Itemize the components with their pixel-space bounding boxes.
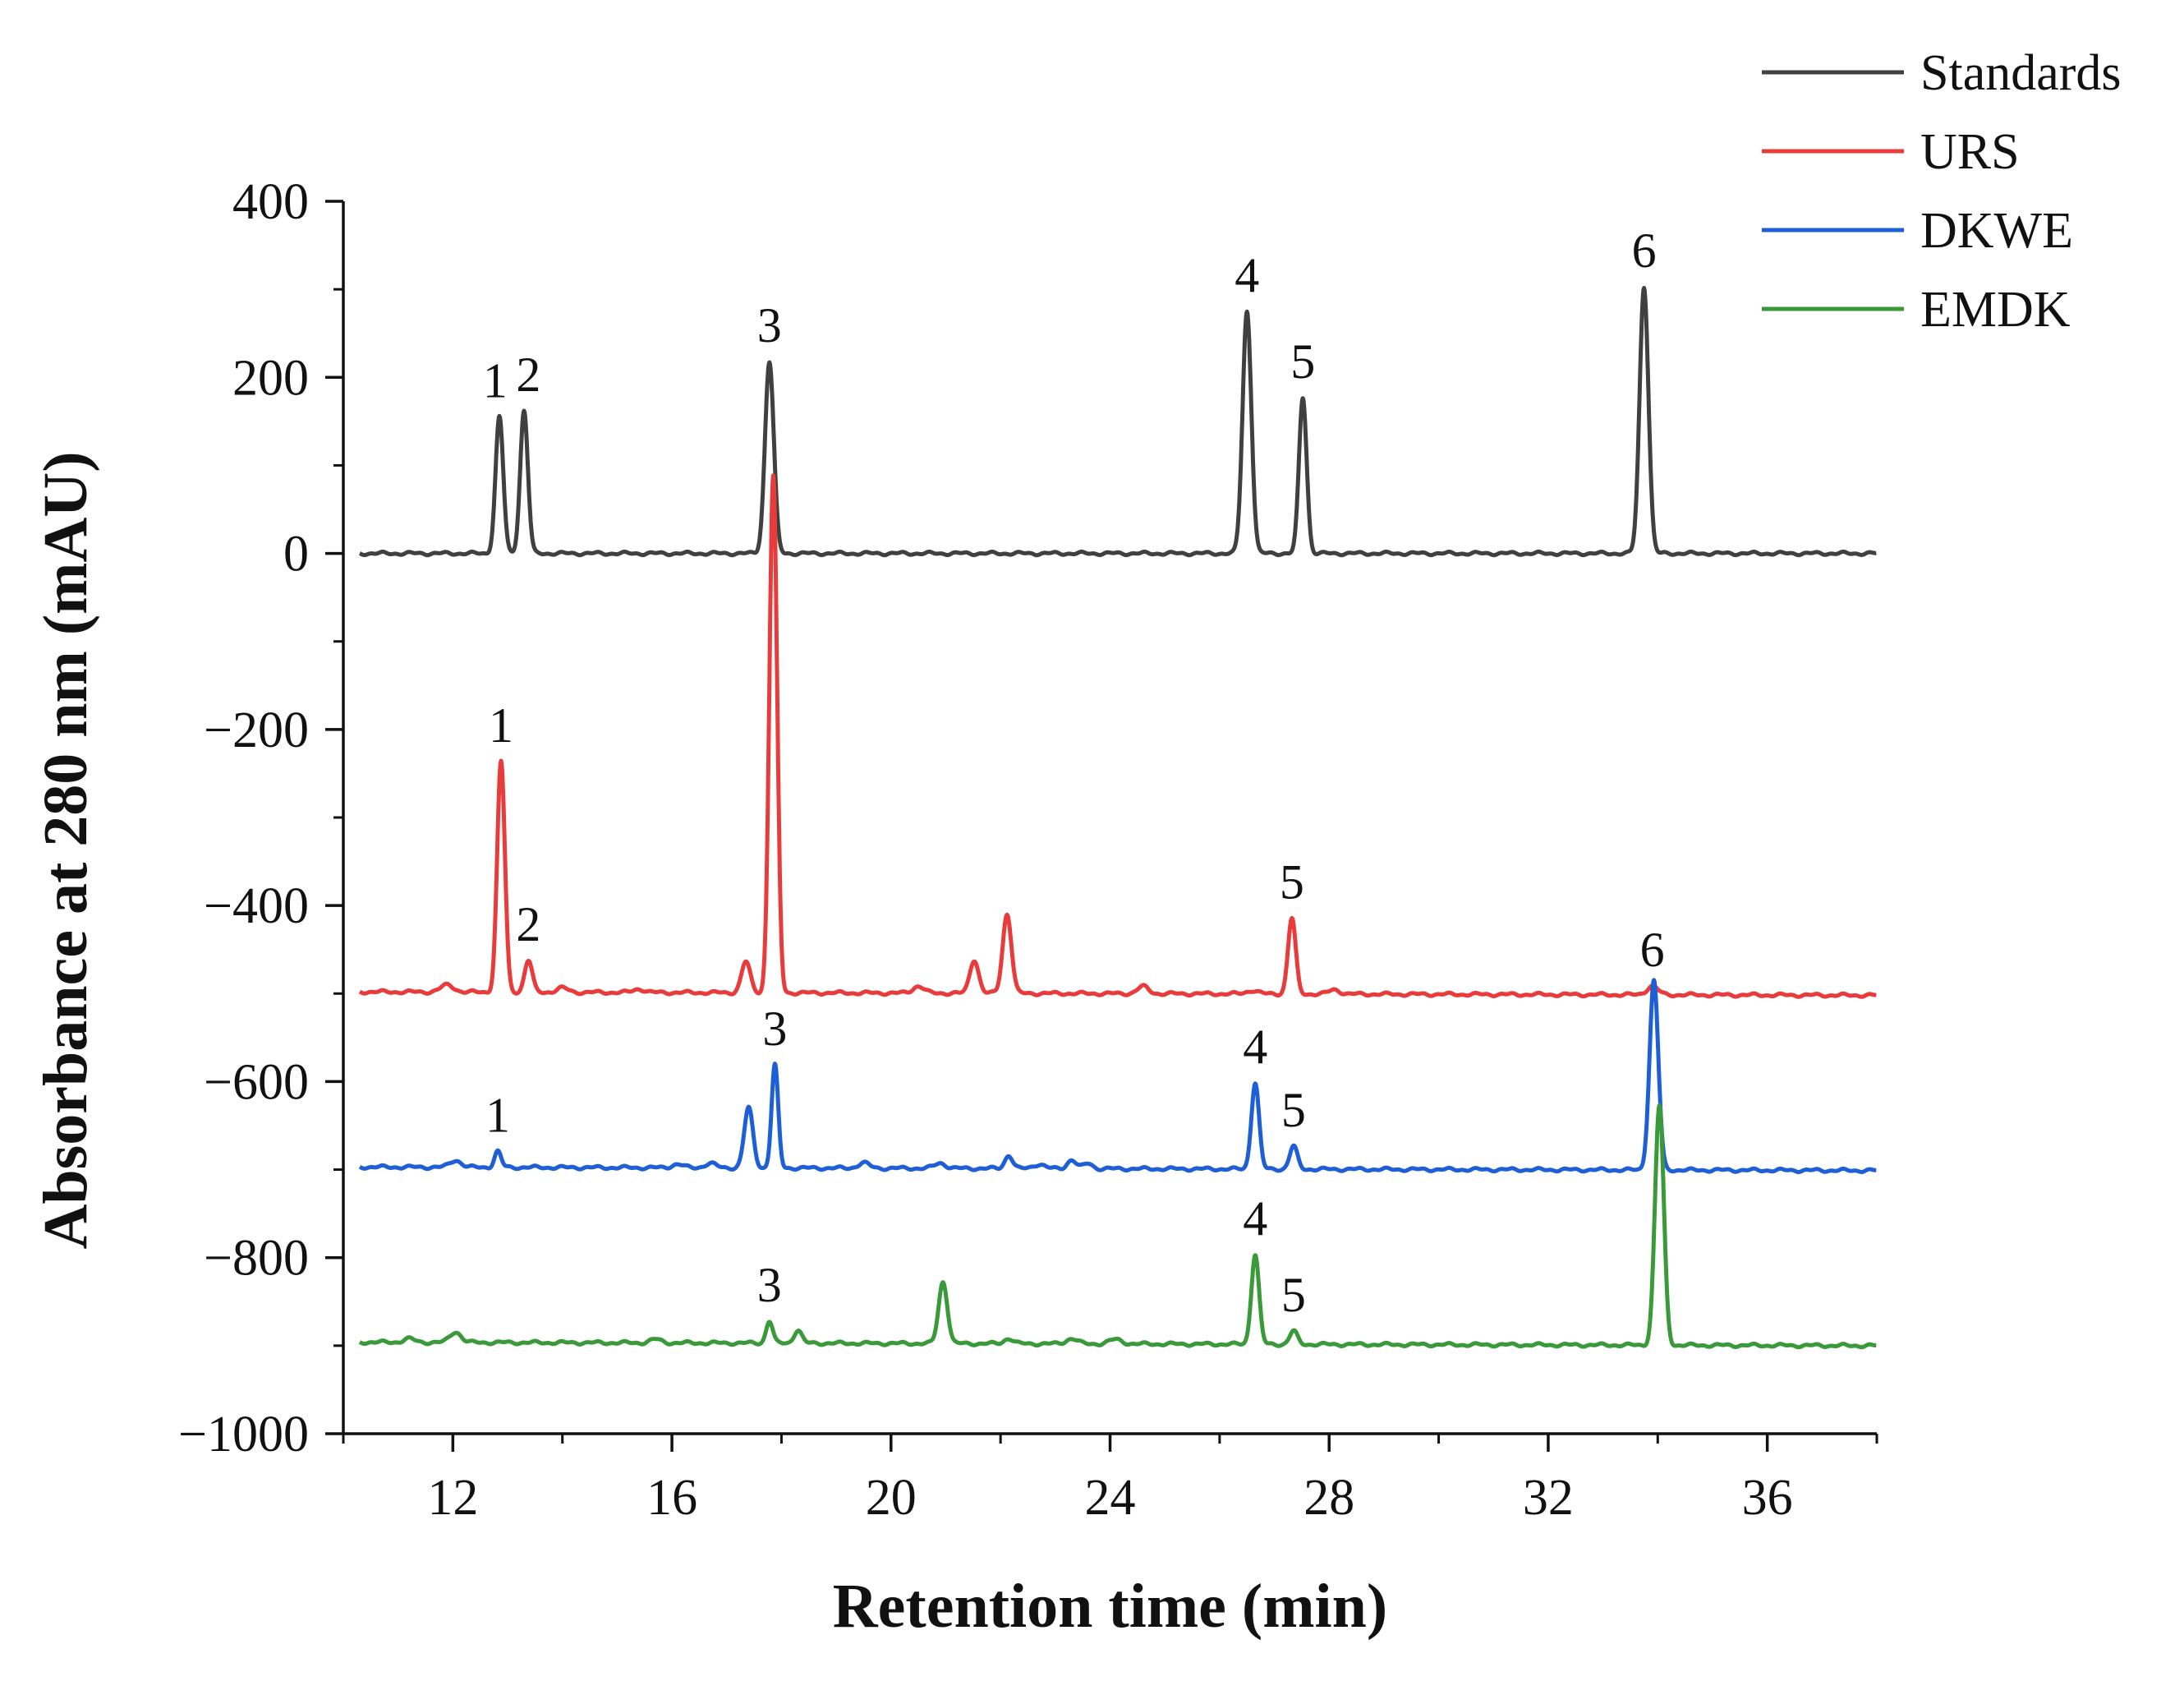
peak-label: 1 bbox=[485, 1089, 510, 1143]
x-ticks: 12 16 20 24 28 32 36 bbox=[342, 1434, 1878, 1526]
peak-label: 5 bbox=[1281, 1083, 1306, 1137]
y-tick-label: 400 bbox=[232, 174, 309, 230]
y-ticks: 400 200 0 −200 −400 −600 −800 −1000 bbox=[178, 174, 343, 1462]
x-tick-label: 24 bbox=[1085, 1470, 1136, 1526]
peak-label: 3 bbox=[757, 1258, 782, 1312]
y-tick-label: −600 bbox=[204, 1054, 309, 1110]
peak-label: 1 bbox=[483, 354, 508, 408]
y-tick-label: −200 bbox=[204, 702, 309, 758]
y-tick-label: 200 bbox=[232, 350, 309, 406]
y-tick-label: −1000 bbox=[178, 1407, 309, 1462]
legend: Standards URS DKWE EMDK bbox=[1762, 45, 2122, 338]
peak-label: 4 bbox=[1235, 248, 1259, 302]
x-tick-label: 28 bbox=[1304, 1470, 1354, 1526]
y-tick-label: −400 bbox=[204, 878, 309, 934]
x-tick-label: 16 bbox=[646, 1470, 697, 1526]
legend-label: Standards bbox=[1920, 45, 2122, 101]
y-tick-label: −800 bbox=[204, 1231, 309, 1287]
legend-label: DKWE bbox=[1920, 203, 2073, 259]
peak-label: 4 bbox=[1243, 1020, 1267, 1074]
legend-label: URS bbox=[1920, 124, 2020, 180]
peak-label: 4 bbox=[1243, 1191, 1267, 1246]
peak-label: 3 bbox=[762, 1002, 787, 1056]
peak-label: 5 bbox=[1290, 334, 1315, 389]
peak-label: 2 bbox=[516, 897, 540, 951]
x-tick-label: 20 bbox=[866, 1470, 917, 1526]
y-axis-title: Absorbance at 280 nm (mAU) bbox=[31, 451, 100, 1249]
series-line-dkwe bbox=[358, 978, 1878, 1175]
peak-label: 1 bbox=[489, 698, 513, 753]
peak-label: 6 bbox=[1632, 223, 1657, 278]
peak-label: 3 bbox=[757, 298, 782, 352]
x-tick-label: 36 bbox=[1742, 1470, 1793, 1526]
x-axis-title: Retention time (min) bbox=[833, 1572, 1387, 1641]
peak-label: 5 bbox=[1281, 1268, 1306, 1322]
series-line-standards bbox=[358, 286, 1878, 558]
x-tick-label: 32 bbox=[1523, 1470, 1574, 1526]
legend-label: EMDK bbox=[1920, 282, 2071, 338]
series-line-emdk bbox=[358, 1103, 1878, 1350]
series-line-urs bbox=[358, 473, 1878, 999]
peak-label: 6 bbox=[1640, 923, 1665, 977]
peak-label: 5 bbox=[1280, 855, 1304, 910]
x-tick-label: 12 bbox=[427, 1470, 478, 1526]
series-layer bbox=[358, 286, 1878, 1350]
peak-label: 2 bbox=[516, 348, 540, 402]
y-tick-label: 0 bbox=[283, 527, 309, 583]
